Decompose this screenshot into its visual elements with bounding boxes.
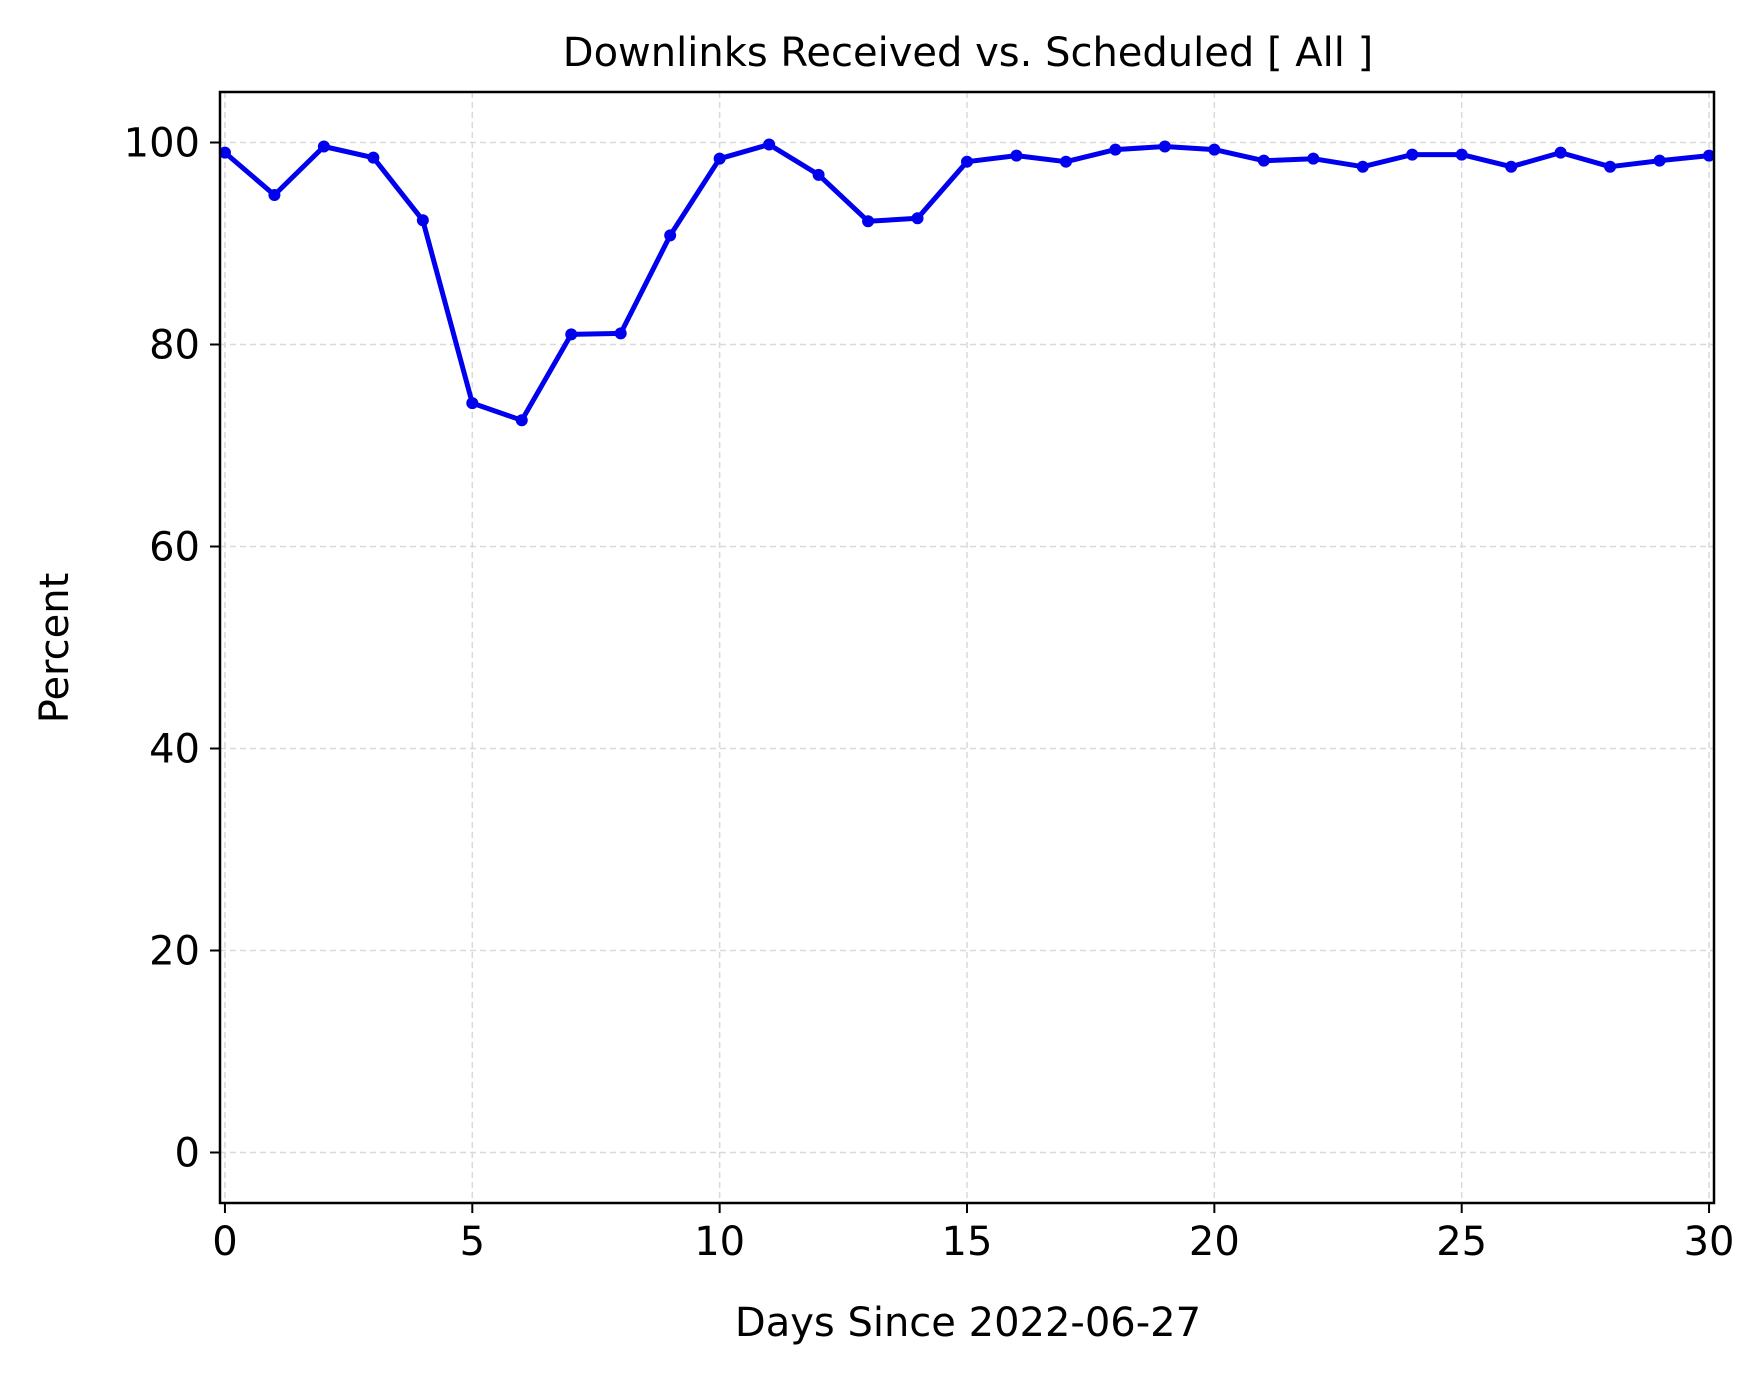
data-point [1406, 148, 1419, 161]
data-point [1455, 148, 1468, 161]
data-point [614, 327, 627, 340]
data-point [1356, 160, 1369, 173]
data-point [416, 214, 429, 227]
y-tick-label: 0 [175, 1131, 200, 1177]
data-point [1554, 146, 1567, 159]
y-tick-label: 40 [149, 727, 200, 773]
data-point [713, 152, 726, 165]
data-point [1653, 154, 1666, 167]
x-tick-label: 5 [460, 1219, 485, 1265]
x-axis-label: Days Since 2022-06-27 [735, 1300, 1201, 1346]
x-tick-label: 25 [1436, 1219, 1487, 1265]
data-point [1307, 152, 1320, 165]
x-tick-label: 30 [1684, 1219, 1735, 1265]
series-line [218, 138, 1716, 427]
data-point [1109, 143, 1122, 156]
x-tick-label: 20 [1189, 1219, 1240, 1265]
data-point [911, 212, 924, 225]
data-point [961, 155, 973, 168]
data-point [565, 328, 578, 341]
data-point [515, 414, 528, 427]
data-point [812, 168, 825, 181]
x-tick-label: 0 [212, 1219, 237, 1265]
data-point [763, 138, 776, 151]
data-point [664, 229, 677, 242]
data-point [1010, 149, 1023, 162]
y-tick-label: 80 [149, 323, 200, 369]
data-point [1208, 143, 1221, 156]
data-point [1505, 160, 1518, 173]
axis-ticks: 0 5 10 15 20 25 30 0 20 40 60 80 100 [124, 121, 1735, 1266]
data-point [1059, 155, 1072, 168]
data-point [1158, 140, 1171, 153]
data-point [268, 189, 281, 202]
data-point [1257, 154, 1270, 167]
y-tick-label: 60 [149, 525, 200, 571]
grid [220, 92, 1714, 1203]
x-tick-label: 15 [942, 1219, 993, 1265]
data-point [317, 140, 330, 153]
data-point [862, 215, 875, 228]
chart-title: Downlinks Received vs. Scheduled [ All ] [563, 30, 1373, 76]
data-point [466, 397, 479, 410]
data-point [1604, 160, 1617, 173]
y-tick-label: 20 [149, 929, 200, 975]
data-point [218, 146, 231, 159]
data-point [367, 151, 380, 164]
x-tick-label: 10 [694, 1219, 745, 1265]
y-tick-label: 100 [124, 121, 200, 167]
y-axis-label: Percent [32, 573, 78, 724]
data-point [1703, 149, 1716, 162]
